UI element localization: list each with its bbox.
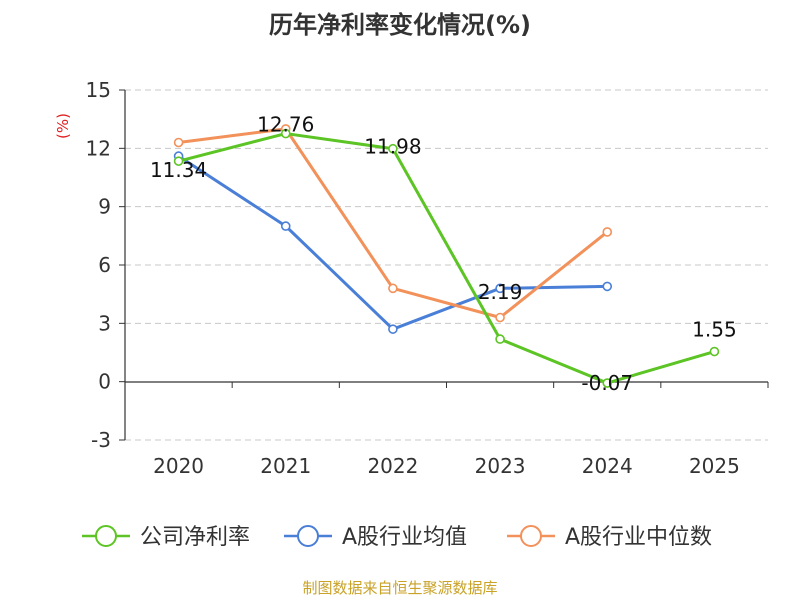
data-label: 1.55 xyxy=(692,318,737,342)
data-label: -0.07 xyxy=(581,371,633,395)
data-point xyxy=(388,283,398,294)
data-point xyxy=(602,227,613,237)
data-label: 11.34 xyxy=(150,158,207,182)
y-axis-label: (%) xyxy=(54,113,72,139)
y-tick-label: 0 xyxy=(98,370,111,394)
data-label: 12.76 xyxy=(257,113,314,137)
data-point xyxy=(388,324,398,334)
legend-label: 公司净利率 xyxy=(140,525,250,550)
x-tick-label: 2020 xyxy=(153,454,204,478)
data-point xyxy=(280,221,291,231)
x-tick-label: 2021 xyxy=(260,454,311,478)
legend-marker xyxy=(95,525,117,547)
data-label: 2.19 xyxy=(478,280,523,304)
data-point xyxy=(602,281,613,292)
series-line xyxy=(178,132,715,385)
y-tick-label: -3 xyxy=(91,428,111,452)
x-tick-label: 2023 xyxy=(475,454,526,478)
data-point xyxy=(388,143,398,154)
y-tick-label: 9 xyxy=(98,195,111,219)
data-point xyxy=(495,312,505,323)
data-point xyxy=(173,137,184,148)
data-label: 11.98 xyxy=(364,135,421,159)
source-note: 制图数据来自恒生聚源数据库 xyxy=(302,579,498,597)
x-tick-label: 2022 xyxy=(367,454,418,478)
y-tick-label: 3 xyxy=(98,311,111,335)
data-point xyxy=(280,128,291,139)
legend-label: A股行业中位数 xyxy=(565,525,712,550)
legend-marker xyxy=(520,525,542,547)
y-tick-label: 15 xyxy=(86,78,111,102)
y-tick-label: 6 xyxy=(98,253,111,277)
data-point xyxy=(173,156,184,166)
x-tick-label: 2025 xyxy=(689,454,740,478)
data-point xyxy=(495,283,505,294)
data-point xyxy=(495,334,505,344)
data-point xyxy=(709,346,720,357)
data-point xyxy=(602,378,613,388)
legend-label: A股行业均值 xyxy=(342,525,467,550)
legend-marker xyxy=(297,525,319,547)
y-tick-label: 12 xyxy=(86,136,111,160)
series-line xyxy=(177,154,608,331)
x-tick-label: 2024 xyxy=(582,454,633,478)
chart-title: 历年净利率变化情况(%) xyxy=(269,11,531,39)
